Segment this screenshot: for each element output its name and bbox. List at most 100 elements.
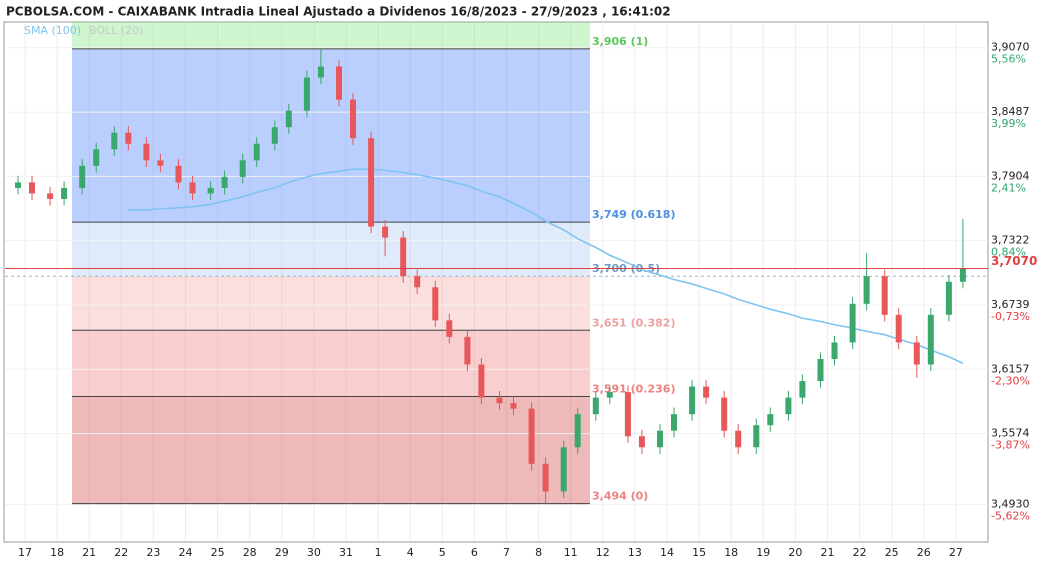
candle-body <box>592 397 599 415</box>
candle-body <box>735 430 742 448</box>
y-tick-change: -2,30% <box>991 374 1030 387</box>
candle-body <box>863 276 870 304</box>
y-tick-change: -0,73% <box>991 310 1030 323</box>
fib-zone <box>72 48 590 223</box>
candle-body <box>221 176 228 188</box>
x-tick-label: 19 <box>756 546 770 559</box>
candle-body <box>831 342 838 359</box>
candle-body <box>478 364 485 398</box>
x-tick-label: 26 <box>917 546 931 559</box>
y-tick-label: 3,7904 <box>991 169 1030 182</box>
y-tick-label: 3,5574 <box>991 427 1030 440</box>
x-tick-label: 22 <box>114 546 128 559</box>
candle-body <box>689 386 696 415</box>
candle-body <box>657 430 663 448</box>
fib-zone <box>72 396 590 504</box>
fib-zone <box>72 330 590 397</box>
x-tick-label: 12 <box>596 546 610 559</box>
y-tick-label: 3,6739 <box>991 298 1030 311</box>
candle-body <box>432 287 439 321</box>
candle-body <box>79 165 86 188</box>
candle-body <box>285 110 292 128</box>
candle-body <box>336 66 342 100</box>
candle-body <box>496 397 503 404</box>
candle-body <box>350 99 356 139</box>
candle-body <box>624 392 631 437</box>
x-tick-label: 17 <box>18 546 32 559</box>
candle-body <box>528 408 535 464</box>
x-tick-label: 7 <box>503 546 510 559</box>
candle-body <box>111 132 118 150</box>
x-tick-label: 24 <box>179 546 193 559</box>
candle-body <box>175 165 182 183</box>
y-tick-change: 3,99% <box>991 117 1026 130</box>
candle-body <box>945 281 952 315</box>
candle-body <box>767 414 774 426</box>
x-tick-label: 8 <box>535 546 542 559</box>
candle-body <box>606 392 613 398</box>
y-tick-label: 3,7322 <box>991 234 1030 247</box>
x-tick-label: 20 <box>788 546 802 559</box>
candle-body <box>927 314 934 365</box>
x-tick-label: 21 <box>821 546 835 559</box>
candle-body <box>253 143 260 161</box>
fib-label: 3,494 (0) <box>592 490 648 503</box>
candle-body <box>414 276 421 288</box>
candle-body <box>574 414 581 448</box>
candle-body <box>207 187 214 194</box>
last-price-label: 3,7070 <box>991 254 1037 268</box>
x-tick-label: 25 <box>885 546 899 559</box>
x-tick-label: 27 <box>949 546 963 559</box>
candle-body <box>464 336 471 365</box>
candle-body <box>125 132 132 144</box>
candle-body <box>239 160 246 177</box>
candle-body <box>785 397 792 415</box>
candle-body <box>47 193 54 199</box>
fib-label: 3,591 (0.236) <box>592 383 675 396</box>
candle-body <box>446 320 453 337</box>
x-tick-label: 6 <box>471 546 478 559</box>
candle-body <box>61 187 68 199</box>
y-tick-label: 3,6157 <box>991 362 1030 375</box>
candle-body <box>799 381 806 398</box>
candle-body <box>93 149 100 166</box>
candle-body <box>753 425 760 448</box>
candle-body <box>143 143 150 161</box>
x-tick-label: 23 <box>146 546 160 559</box>
x-tick-label: 14 <box>660 546 674 559</box>
x-tick-label: 30 <box>307 546 321 559</box>
x-tick-label: 11 <box>564 546 578 559</box>
x-tick-label: 21 <box>82 546 96 559</box>
x-tick-label: 25 <box>211 546 225 559</box>
x-tick-label: 18 <box>724 546 738 559</box>
sma-line <box>128 168 964 365</box>
candle-body <box>721 397 728 431</box>
x-tick-label: 28 <box>243 546 257 559</box>
candle-body <box>303 77 310 111</box>
y-tick-change: 5,56% <box>991 53 1026 66</box>
candle-body <box>317 66 324 78</box>
x-tick-label: 18 <box>50 546 64 559</box>
y-tick-change: -5,62% <box>991 510 1030 523</box>
fib-top-zone <box>72 22 590 49</box>
legend-entry: SMA (100) <box>24 24 81 37</box>
x-tick-label: 1 <box>375 546 382 559</box>
candle-body <box>638 436 645 448</box>
fib-zone <box>72 222 590 277</box>
candle-body <box>817 358 824 382</box>
y-tick-label: 3,9070 <box>991 41 1030 54</box>
candle-body <box>849 303 856 343</box>
candle-body <box>400 237 407 277</box>
y-tick-change: 0,84% <box>991 246 1026 259</box>
y-tick-label: 3,8487 <box>991 105 1030 118</box>
x-tick-label: 5 <box>439 546 446 559</box>
candle-body <box>15 182 21 188</box>
candle-body <box>542 463 549 492</box>
candle-body <box>895 314 902 343</box>
y-tick-change: 2,41% <box>991 181 1026 194</box>
x-tick-label: 15 <box>692 546 706 559</box>
x-tick-label: 22 <box>853 546 867 559</box>
chart-title: PCBOLSA.COM - CAIXABANK Intradia Lineal … <box>6 5 671 19</box>
